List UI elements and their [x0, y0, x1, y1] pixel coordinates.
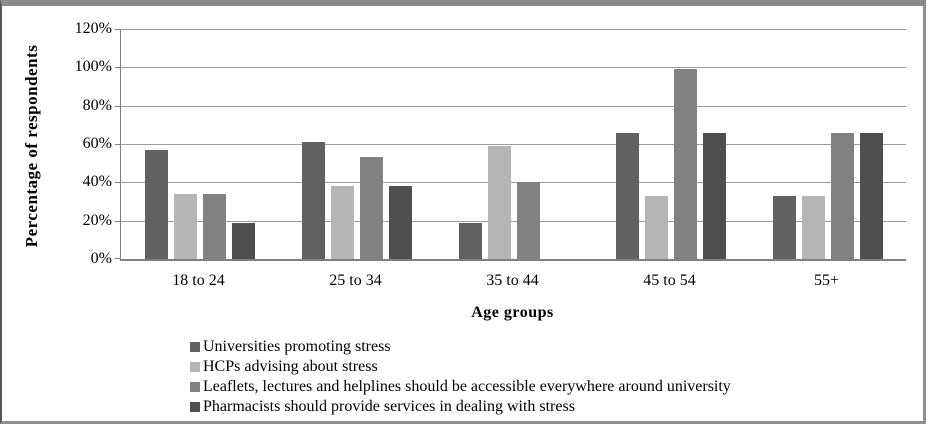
- legend-marker-icon: [190, 402, 200, 412]
- gridline-60: [121, 144, 906, 145]
- bar-series3-18-to-24: [202, 193, 226, 259]
- plot-area: [115, 29, 906, 261]
- bar-series2-35-to-44: [487, 145, 511, 259]
- y-tick-mark: [115, 67, 121, 69]
- bar-series1-35-to-44: [458, 222, 482, 259]
- bar-series3-45-to-54: [673, 69, 697, 259]
- gridline-80: [121, 105, 906, 107]
- legend-item-1: Universities promoting stress: [190, 337, 731, 357]
- bar-group-45-to-54: [592, 29, 749, 259]
- legend-item-2: HCPs advising about stress: [190, 357, 731, 377]
- bar-groups: [121, 29, 906, 259]
- bar-group-25-to-34: [278, 29, 435, 259]
- bar-series1-45-to-54: [615, 132, 639, 259]
- legend-label: Pharmacists should provide services in d…: [203, 398, 575, 415]
- bar-series3-55+: [830, 132, 854, 259]
- x-tick-label-35-to-44: 35 to 44: [486, 272, 539, 289]
- x-tick-label-55+: 55+: [813, 272, 840, 289]
- legend-item-3: Leaflets, lectures and helplines should …: [190, 377, 731, 397]
- y-tick-label-80: 80%: [82, 96, 112, 114]
- y-tick-label-120: 120%: [74, 20, 112, 37]
- bar-series2-25-to-34: [330, 186, 354, 259]
- x-tick-label-45-to-54: 45 to 54: [643, 272, 696, 289]
- bar-group-35-to-44: [435, 29, 592, 259]
- y-tick-mark: [115, 29, 121, 30]
- bar-group-55+: [749, 29, 906, 259]
- gridline-20: [121, 220, 906, 222]
- bar-series3-35-to-44: [516, 182, 540, 259]
- y-tick-mark: [115, 258, 121, 259]
- legend-marker-icon: [190, 362, 200, 372]
- y-tick-mark: [115, 182, 121, 184]
- y-tick-mark: [115, 220, 121, 222]
- y-tick-mark: [115, 144, 121, 145]
- legend-marker-icon: [190, 342, 200, 352]
- bar-series4-18-to-24: [231, 222, 255, 259]
- bar-series1-18-to-24: [144, 149, 168, 259]
- bar-series2-45-to-54: [644, 195, 668, 259]
- bar-series3-25-to-34: [359, 157, 383, 259]
- bar-series4-45-to-54: [702, 132, 726, 259]
- bar-series1-55+: [772, 195, 796, 259]
- y-tick-label-40: 40%: [82, 173, 112, 191]
- x-tick-label-25-to-34: 25 to 34: [329, 272, 382, 289]
- gridline-100: [121, 67, 906, 69]
- bar-series2-18-to-24: [173, 193, 197, 259]
- legend: Universities promoting stress HCPs advisi…: [190, 337, 731, 417]
- legend-label: Universities promoting stress: [203, 338, 391, 355]
- legend-item-4: Pharmacists should provide services in d…: [190, 397, 731, 417]
- bar-series1-25-to-34: [301, 142, 325, 259]
- x-tick-label-18-to-24: 18 to 24: [172, 272, 225, 289]
- y-axis-tick-labels: 0% 20% 40% 60% 80% 100% 120%: [2, 6, 112, 421]
- bar-chart: Percentage of respondents 0% 20% 40% 60% 80%…: [2, 6, 923, 421]
- y-tick-label-0: 0%: [90, 250, 112, 267]
- y-tick-label-20: 20%: [82, 211, 112, 229]
- bar-series4-25-to-34: [388, 186, 412, 259]
- gridline-120: [121, 29, 906, 30]
- legend-label: HCPs advising about stress: [203, 358, 378, 375]
- y-tick-label-60: 60%: [82, 135, 112, 152]
- x-axis-tick-labels: 18 to 24 25 to 34 35 to 44 45 to 54 55+: [120, 272, 905, 290]
- y-tick-mark: [115, 105, 121, 107]
- legend-label: Leaflets, lectures and helplines should …: [203, 378, 731, 395]
- bar-series4-55+: [859, 132, 883, 259]
- y-tick-label-100: 100%: [74, 58, 112, 76]
- gridline-40: [121, 182, 906, 184]
- bar-series2-55+: [801, 195, 825, 259]
- bar-group-18-to-24: [121, 29, 278, 259]
- legend-marker-icon: [190, 382, 200, 392]
- x-axis-title: Age groups: [471, 304, 554, 321]
